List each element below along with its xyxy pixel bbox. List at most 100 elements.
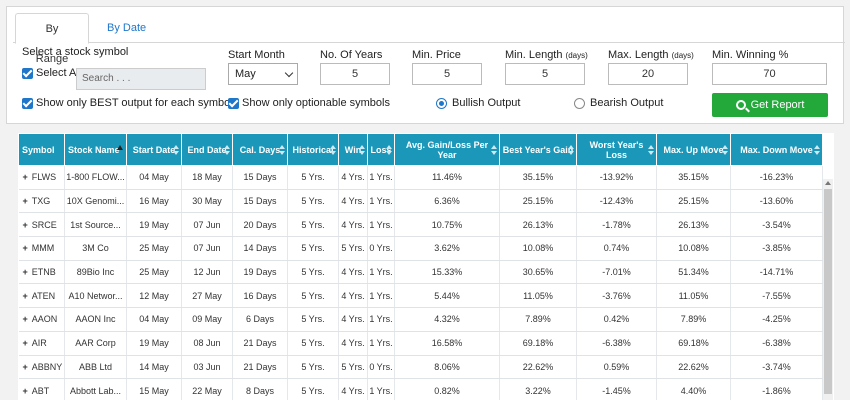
table-cell: 1 Yrs. [367,331,395,356]
table-cell: -6.38% [730,331,823,356]
table-row[interactable]: + AIR AAR Corp 19 May 08 Jun 21 Days 5 Yrs. 4 Y… [18,331,823,356]
checkbox-checked-icon[interactable] [228,97,239,109]
bearish-radio[interactable]: Bearish Output [574,97,663,109]
sort-icon[interactable] [359,145,365,155]
expand-icon[interactable]: + [22,219,28,230]
table-cell: 15 May [126,378,182,400]
table-row[interactable]: + TXG 10X Genomi... 16 May 30 May 15 Days 5 Yr… [18,189,823,214]
sort-icon[interactable] [722,145,728,155]
checkbox-checked-icon[interactable] [22,67,33,79]
tab-by-range[interactable]: By Range [15,13,89,65]
results-table: Symbol Stock Name Start Date End Date Cal. D… [18,133,834,400]
years-input[interactable]: 5 [320,63,390,85]
min-winning-input[interactable]: 70 [712,63,827,85]
table-scrollbar[interactable] [823,179,833,400]
sort-icon[interactable] [173,145,179,155]
column-header[interactable]: Win [338,133,368,166]
min-length-label: Min. Length (days) [505,49,588,61]
table-cell: 6.36% [394,189,500,214]
expand-icon[interactable]: + [22,338,28,349]
table-cell: 25 May [126,260,182,285]
scroll-up-icon[interactable] [825,181,831,185]
expand-icon[interactable]: + [22,290,28,301]
sort-icon[interactable] [279,145,285,155]
symbol-cell: + SRCE [18,212,65,238]
table-cell: 5.44% [394,283,500,309]
optionable-checkbox[interactable]: Show only optionable symbols [228,97,390,109]
symbol-cell: + ABBNY [18,355,65,380]
sort-icon[interactable] [224,145,230,155]
scroll-thumb[interactable] [824,189,832,394]
table-cell: 25 May [126,236,182,261]
table-cell: 5 Yrs. [287,236,339,261]
table-cell: 5 Yrs. [287,355,339,380]
best-output-checkbox[interactable]: Show only BEST output for each symbol [22,97,233,109]
tab-by-date[interactable]: By Date [107,22,147,34]
sort-icon[interactable] [814,145,820,155]
column-header[interactable]: Max. Down Move [730,133,823,166]
table-row[interactable]: + ABT Abbott Lab... 15 May 22 May 8 Days 5 Yrs… [18,378,823,400]
checkbox-checked-icon[interactable] [22,97,33,109]
column-header[interactable]: Worst Year's Loss [576,133,657,166]
radio-unselected-icon[interactable] [574,97,585,109]
table-cell: 5 Yrs. [287,260,339,285]
sort-icon[interactable] [491,145,497,155]
expand-icon[interactable]: + [22,267,28,278]
max-length-input[interactable]: 20 [608,63,688,85]
sort-icon[interactable] [386,145,392,155]
sort-icon[interactable] [648,145,654,155]
column-header[interactable]: Loss [367,133,395,166]
table-cell: 04 May [126,307,182,332]
radio-selected-icon[interactable] [436,97,447,109]
table-row[interactable]: + FLWS 1-800 FLOW... 04 May 18 May 15 Days 5 Y… [18,165,823,190]
table-cell: 22.62% [499,355,577,380]
table-row[interactable]: + SRCE 1st Source... 19 May 07 Jun 20 Days 5 Y… [18,212,823,238]
expand-icon[interactable]: + [22,385,28,396]
table-cell: 10.75% [394,212,500,238]
table-cell: 19 May [126,331,182,356]
min-price-input[interactable]: 5 [412,63,482,85]
expand-icon[interactable]: + [22,314,28,325]
column-header[interactable]: Stock Name [64,133,127,166]
expand-icon[interactable]: + [22,243,28,254]
table-cell: 03 Jun [181,355,233,380]
sort-asc-icon[interactable] [117,145,123,150]
table-cell: 4 Yrs. [338,165,368,190]
best-output-label: Show only BEST output for each symbol [36,97,233,109]
start-month-value: May [235,68,256,80]
expand-icon[interactable]: + [22,361,28,372]
table-row[interactable]: + AAON AAON Inc 04 May 09 May 6 Days 5 Yrs. 4 Y… [18,307,823,332]
column-header[interactable]: Cal. Days [232,133,288,166]
expand-icon[interactable]: + [22,196,28,207]
min-length-input[interactable]: 5 [505,63,585,85]
column-header[interactable]: Symbol [18,133,65,166]
table-cell: 21 Days [232,355,288,380]
bullish-label: Bullish Output [452,97,521,109]
column-header[interactable]: Avg. Gain/Loss Per Year [394,133,500,166]
bullish-radio[interactable]: Bullish Output [436,97,520,109]
table-row[interactable]: + MMM 3M Co 25 May 07 Jun 14 Days 5 Yrs. 5 Yrs.… [18,236,823,261]
column-header[interactable]: Max. Up Move [656,133,731,166]
table-row[interactable]: + ATEN A10 Networ... 12 May 27 May 16 Days 5 Y… [18,283,823,309]
start-month-select[interactable]: May [228,63,298,85]
column-header[interactable]: Start Date [126,133,182,166]
table-cell: 1 Yrs. [367,283,395,309]
expand-icon[interactable]: + [22,172,28,183]
sort-icon[interactable] [568,145,574,155]
table-cell: 4 Yrs. [338,307,368,332]
column-header[interactable]: End Date [181,133,233,166]
start-month-label: Start Month [228,49,285,61]
search-input[interactable]: Search . . . [76,68,206,90]
table-row[interactable]: + ETNB 89Bio Inc 25 May 12 Jun 19 Days 5 Yrs. 4… [18,260,823,285]
table-cell: -6.38% [576,331,657,356]
select-all-checkbox[interactable]: Select All [22,67,81,79]
column-header[interactable]: Best Year's Gain [499,133,577,166]
get-report-button[interactable]: Get Report [712,93,828,117]
table-row[interactable]: + ABBNY ABB Ltd 14 May 03 Jun 21 Days 5 Yrs. 5 … [18,355,823,380]
symbol-cell: + FLWS [18,165,65,190]
table-cell: 8.06% [394,355,500,380]
table-cell: 04 May [126,165,182,190]
sort-icon[interactable] [330,145,336,155]
column-header[interactable]: Historical [287,133,339,166]
table-cell: 11.46% [394,165,500,190]
